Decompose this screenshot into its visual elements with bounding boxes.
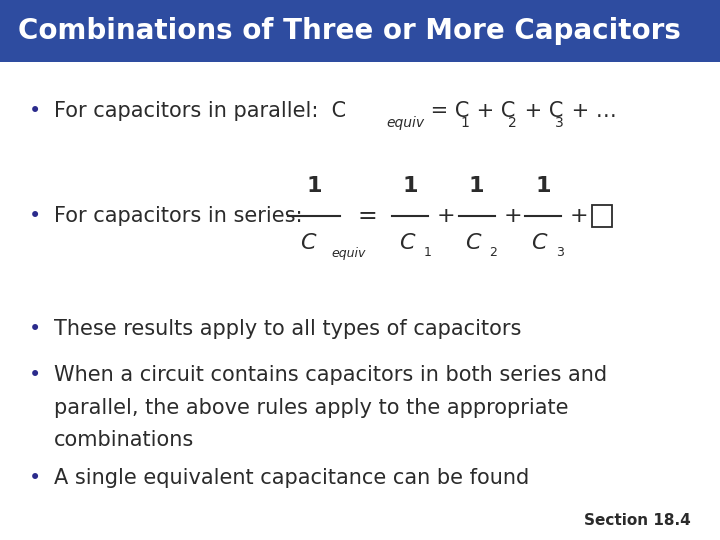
Text: 2: 2 — [490, 246, 498, 259]
Text: 1: 1 — [535, 176, 551, 197]
Text: + C: + C — [518, 100, 563, 121]
Text: C: C — [300, 233, 316, 253]
Text: •: • — [29, 319, 41, 340]
Text: A single equivalent capacitance can be found: A single equivalent capacitance can be f… — [54, 468, 529, 488]
Text: •: • — [29, 365, 41, 386]
Text: For capacitors in series:: For capacitors in series: — [54, 206, 302, 226]
Text: 1: 1 — [306, 176, 322, 197]
Text: 3: 3 — [555, 116, 564, 130]
Text: + C: + C — [470, 100, 516, 121]
Text: C: C — [399, 233, 415, 253]
Text: + …: + … — [565, 100, 617, 121]
Text: =: = — [358, 204, 377, 228]
Text: Section 18.4: Section 18.4 — [585, 513, 691, 528]
FancyBboxPatch shape — [0, 0, 720, 62]
Text: 1: 1 — [402, 176, 418, 197]
Text: 1: 1 — [460, 116, 469, 130]
Text: •: • — [29, 468, 41, 488]
Text: Combinations of Three or More Capacitors: Combinations of Three or More Capacitors — [18, 17, 681, 45]
Text: +: + — [570, 206, 588, 226]
Text: = C: = C — [424, 100, 469, 121]
Text: 2: 2 — [508, 116, 516, 130]
Text: equiv: equiv — [387, 116, 425, 130]
Text: 1: 1 — [469, 176, 485, 197]
Text: parallel, the above rules apply to the appropriate: parallel, the above rules apply to the a… — [54, 397, 569, 418]
Text: When a circuit contains capacitors in both series and: When a circuit contains capacitors in bo… — [54, 365, 607, 386]
Text: C: C — [531, 233, 547, 253]
Text: •: • — [29, 206, 41, 226]
Text: combinations: combinations — [54, 430, 194, 450]
Text: equiv: equiv — [332, 247, 366, 260]
Text: These results apply to all types of capacitors: These results apply to all types of capa… — [54, 319, 521, 340]
Text: For capacitors in parallel:  C: For capacitors in parallel: C — [54, 100, 346, 121]
Text: •: • — [29, 100, 41, 121]
Text: +: + — [503, 206, 522, 226]
Text: C: C — [465, 233, 481, 253]
Text: 3: 3 — [556, 246, 564, 259]
Text: +: + — [437, 206, 456, 226]
Text: 1: 1 — [423, 246, 431, 259]
